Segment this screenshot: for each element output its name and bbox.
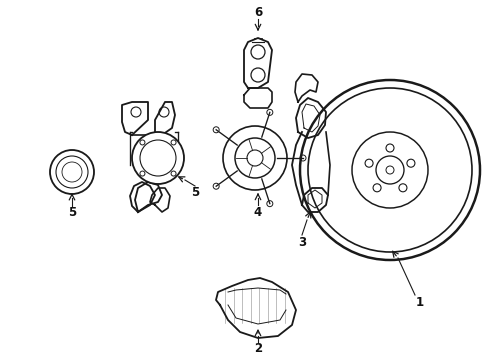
- Text: 5: 5: [68, 206, 76, 219]
- Text: 4: 4: [254, 206, 262, 219]
- Circle shape: [132, 132, 184, 184]
- Text: 3: 3: [298, 235, 306, 248]
- Text: 2: 2: [254, 342, 262, 356]
- Circle shape: [308, 88, 472, 252]
- Text: 5: 5: [191, 185, 199, 198]
- Circle shape: [223, 126, 287, 190]
- Text: 1: 1: [416, 296, 424, 309]
- Circle shape: [235, 138, 275, 178]
- Text: 6: 6: [254, 5, 262, 18]
